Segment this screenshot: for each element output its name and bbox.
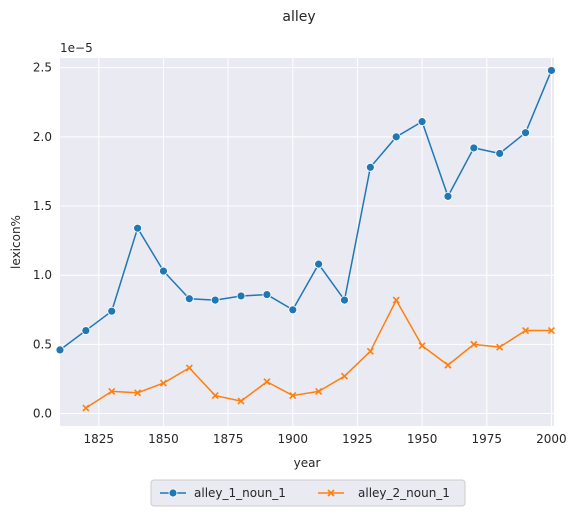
data-point	[443, 191, 453, 201]
data-point	[314, 259, 324, 269]
series-line-1	[59, 70, 553, 351]
data-point	[81, 326, 91, 335]
legend-box	[150, 479, 466, 507]
data-point	[496, 343, 504, 351]
x-axis-ticks: 1825 1850 1875 1900 1925 1950 1975 2000	[84, 432, 567, 446]
legend-label-alley-2: alley_2_noun_1	[358, 486, 450, 500]
data-point	[133, 223, 142, 233]
data-point	[288, 305, 298, 315]
data-point	[289, 391, 297, 400]
y-axis-ticks: 0.0 0.5 1.0 1.5 2.0 2.5	[33, 61, 52, 421]
data-point	[444, 361, 452, 369]
x-tick-label: 1925	[342, 432, 373, 446]
y-tick-label: 0.0	[33, 407, 52, 421]
legend: alley_1_noun_1 alley_2_noun_1	[150, 479, 466, 507]
data-point	[366, 347, 374, 355]
data-point	[82, 404, 90, 412]
x-tick-label: 1975	[471, 432, 502, 446]
data-point	[159, 379, 168, 387]
y-tick-label: 1.5	[33, 199, 52, 213]
legend-marker-alley-1	[168, 488, 178, 498]
data-point	[315, 387, 323, 395]
data-point	[391, 132, 401, 142]
x-tick-label: 1950	[407, 432, 438, 446]
data-point	[237, 397, 245, 405]
data-point	[470, 340, 478, 348]
data-point	[521, 128, 530, 138]
x-tick-label: 1875	[213, 432, 244, 446]
y-tick-label: 2.0	[33, 130, 52, 144]
data-point	[469, 143, 479, 153]
legend-label-alley-1: alley_1_noun_1	[194, 486, 286, 500]
x-tick-label: 1850	[148, 432, 179, 446]
y-tick-label: 2.5	[33, 61, 52, 75]
x-tick-label: 2000	[536, 432, 567, 446]
data-point	[365, 162, 375, 172]
data-point	[211, 391, 219, 400]
data-point	[184, 294, 194, 304]
y-axis-offset-text: 1e−5	[60, 41, 93, 55]
data-point	[134, 389, 142, 397]
y-axis-label: lexicon%	[9, 215, 23, 269]
plot-area	[60, 58, 554, 426]
data-point	[417, 117, 427, 127]
x-axis-label: year	[294, 456, 321, 470]
data-point	[262, 290, 272, 299]
data-point	[185, 364, 193, 372]
data-point	[495, 149, 505, 158]
data-point	[210, 295, 220, 305]
data-point	[547, 326, 555, 335]
data-point	[547, 66, 556, 75]
data-point	[107, 306, 117, 316]
data-point	[263, 378, 271, 386]
data-point	[392, 296, 400, 304]
legend-marker-alley-2	[327, 489, 335, 497]
chart-title: alley	[282, 9, 315, 25]
data-point	[521, 326, 530, 335]
y-tick-label: 1.0	[33, 268, 52, 282]
data-point	[108, 387, 116, 395]
data-point	[418, 342, 426, 350]
data-point	[236, 291, 246, 301]
y-tick-label: 0.5	[33, 337, 52, 351]
x-tick-label: 1825	[84, 432, 115, 446]
data-point	[340, 295, 349, 305]
data-point	[55, 345, 65, 355]
data-point	[340, 372, 349, 380]
series-markers	[55, 66, 556, 412]
data-point	[159, 266, 168, 276]
x-tick-label: 1900	[278, 432, 309, 446]
